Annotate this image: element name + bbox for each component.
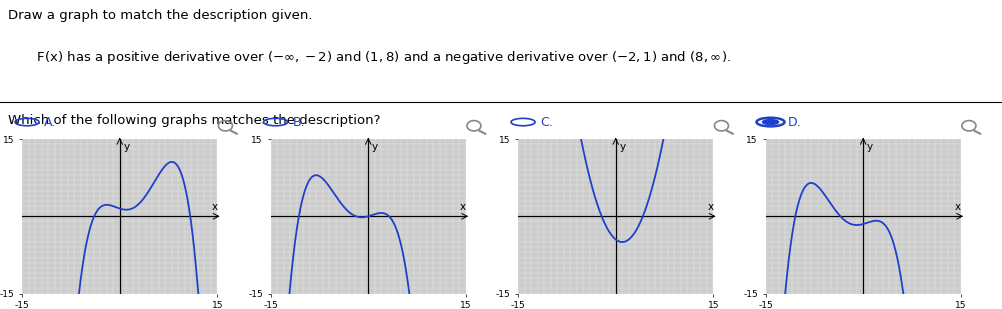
Text: B.: B. <box>293 116 306 129</box>
Text: C.: C. <box>540 116 553 129</box>
Text: A.: A. <box>44 116 56 129</box>
Text: x: x <box>707 202 713 212</box>
Text: Which of the following graphs matches the description?: Which of the following graphs matches th… <box>8 114 381 127</box>
Text: D.: D. <box>788 116 802 129</box>
Text: y: y <box>123 142 130 152</box>
Text: x: x <box>460 202 466 212</box>
Text: y: y <box>619 142 626 152</box>
Text: x: x <box>955 202 961 212</box>
Text: y: y <box>372 142 379 152</box>
Text: F(x) has a positive derivative over $(-\infty,-2)$ and $(1,8)$ and a negative de: F(x) has a positive derivative over $(-\… <box>20 49 731 66</box>
Text: y: y <box>867 142 874 152</box>
Text: Draw a graph to match the description given.: Draw a graph to match the description gi… <box>8 9 313 22</box>
Text: x: x <box>211 202 217 212</box>
